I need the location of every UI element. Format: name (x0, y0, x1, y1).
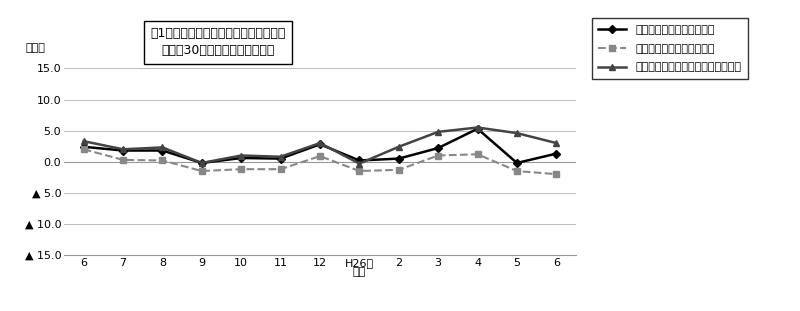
実質賃金（現金給与総額） (551, 172, 561, 176)
名目賃金（きまって支給する給与） (394, 145, 403, 149)
実質賃金（現金給与総額） (158, 159, 167, 162)
名目賃金（現金給与総額） (118, 149, 128, 152)
名目賃金（きまって支給する給与） (354, 162, 364, 165)
実質賃金（現金給与総額） (315, 154, 325, 158)
Line: 名目賃金（きまって支給する給与）: 名目賃金（きまって支給する給与） (80, 124, 560, 167)
実質賃金（現金給与総額） (473, 152, 482, 156)
実質賃金（現金給与総額） (394, 168, 403, 172)
名目賃金（きまって支給する給与） (473, 126, 482, 129)
名目賃金（現金給与総額） (354, 159, 364, 162)
実質賃金（現金給与総額） (118, 158, 128, 162)
実質賃金（現金給与総額） (237, 167, 246, 171)
名目賃金（きまって支給する給与） (197, 161, 206, 165)
名目賃金（きまって支給する給与） (315, 141, 325, 145)
実質賃金（現金給与総額） (276, 167, 286, 171)
名目賃金（現金給与総額） (394, 157, 403, 160)
名目賃金（現金給与総額） (197, 161, 206, 165)
名目賃金（現金給与総額） (512, 161, 522, 165)
名目賃金（きまって支給する給与） (551, 141, 561, 145)
名目賃金（現金給与総額） (551, 152, 561, 156)
名目賃金（現金給与総額） (79, 145, 89, 149)
実質賃金（現金給与総額） (197, 169, 206, 173)
Legend: 名目賃金（現金給与総額）, 実質賃金（現金給与総額）, 名目賃金（きまって支給する給与）: 名目賃金（現金給与総額）, 実質賃金（現金給与総額）, 名目賃金（きまって支給す… (592, 18, 748, 79)
Text: （％）: （％） (26, 44, 46, 53)
実質賃金（現金給与総額） (79, 147, 89, 151)
名目賃金（現金給与総額） (434, 146, 443, 150)
名目賃金（きまって支給する給与） (237, 154, 246, 157)
実質賃金（現金給与総額） (434, 154, 443, 157)
Line: 実質賃金（現金給与総額）: 実質賃金（現金給与総額） (81, 146, 559, 177)
名目賃金（きまって支給する給与） (79, 139, 89, 143)
名目賃金（きまって支給する給与） (158, 146, 167, 149)
名目賃金（現金給与総額） (237, 156, 246, 160)
名目賃金（きまって支給する給与） (118, 147, 128, 151)
Line: 名目賃金（現金給与総額）: 名目賃金（現金給与総額） (81, 126, 559, 166)
名目賃金（現金給与総額） (158, 149, 167, 152)
実質賃金（現金給与総額） (512, 169, 522, 173)
Text: 図1　賃金指数の推移（対前年同月比）
－規模30人以上－　調査産業計: 図1 賃金指数の推移（対前年同月比） －規模30人以上－ 調査産業計 (150, 27, 286, 57)
名目賃金（きまって支給する給与） (434, 130, 443, 134)
実質賃金（現金給与総額） (354, 169, 364, 173)
名目賃金（現金給与総額） (315, 142, 325, 146)
名目賃金（現金給与総額） (473, 127, 482, 131)
名目賃金（現金給与総額） (276, 157, 286, 160)
名目賃金（きまって支給する給与） (512, 131, 522, 135)
名目賃金（きまって支給する給与） (276, 155, 286, 159)
